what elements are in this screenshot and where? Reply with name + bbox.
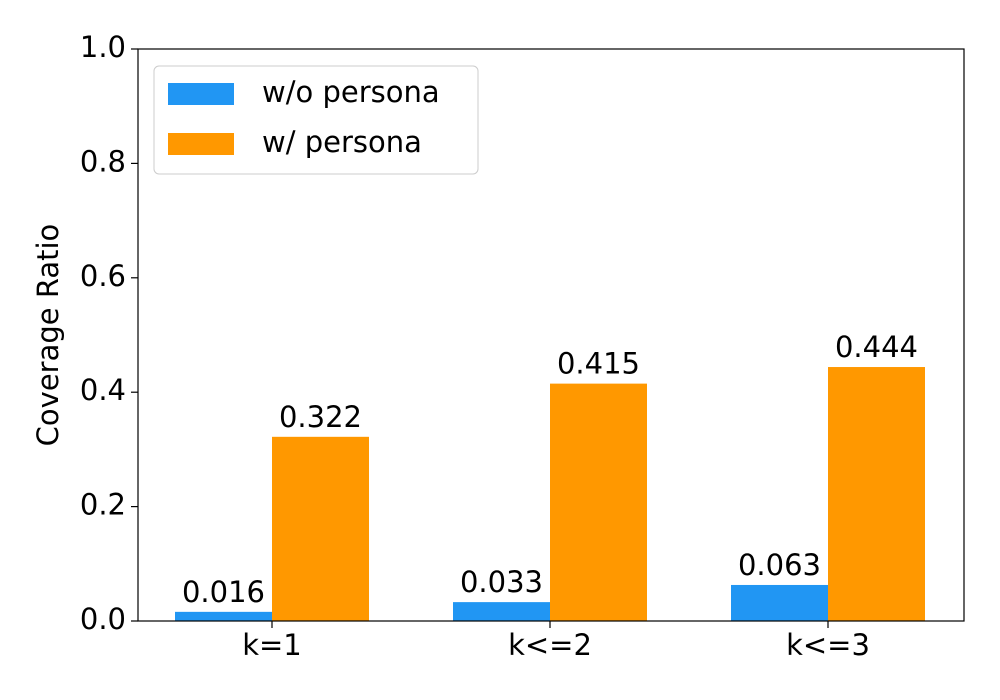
x-tick-label: k<=2 — [508, 628, 592, 662]
legend-label: w/ persona — [262, 125, 422, 159]
y-axis-label: Coverage Ratio — [31, 224, 65, 447]
y-tick-label: 1.0 — [80, 30, 126, 64]
value-label: 0.063 — [738, 548, 821, 582]
legend-box — [153, 65, 479, 175]
x-tick-label: k<=3 — [786, 628, 870, 662]
value-label: 0.016 — [182, 575, 265, 609]
y-tick-label: 0.6 — [80, 259, 126, 293]
value-label: 0.322 — [279, 400, 362, 434]
bar — [272, 436, 369, 621]
value-label: 0.415 — [557, 347, 640, 381]
y-tick-label: 0.4 — [80, 373, 126, 407]
bar — [550, 383, 647, 621]
value-label: 0.444 — [835, 330, 918, 364]
bar — [175, 611, 272, 621]
bar — [828, 367, 925, 621]
legend-swatch — [168, 133, 234, 155]
bar — [731, 584, 828, 621]
value-label: 0.033 — [460, 565, 543, 599]
y-tick-label: 0.2 — [80, 488, 126, 522]
legend-swatch — [168, 83, 234, 105]
y-tick-label: 0.0 — [80, 602, 126, 636]
bar — [453, 602, 550, 621]
y-tick-label: 0.8 — [80, 144, 126, 178]
x-tick-label: k=1 — [242, 628, 302, 662]
plot-frame — [137, 48, 965, 622]
legend-label: w/o persona — [262, 75, 440, 109]
